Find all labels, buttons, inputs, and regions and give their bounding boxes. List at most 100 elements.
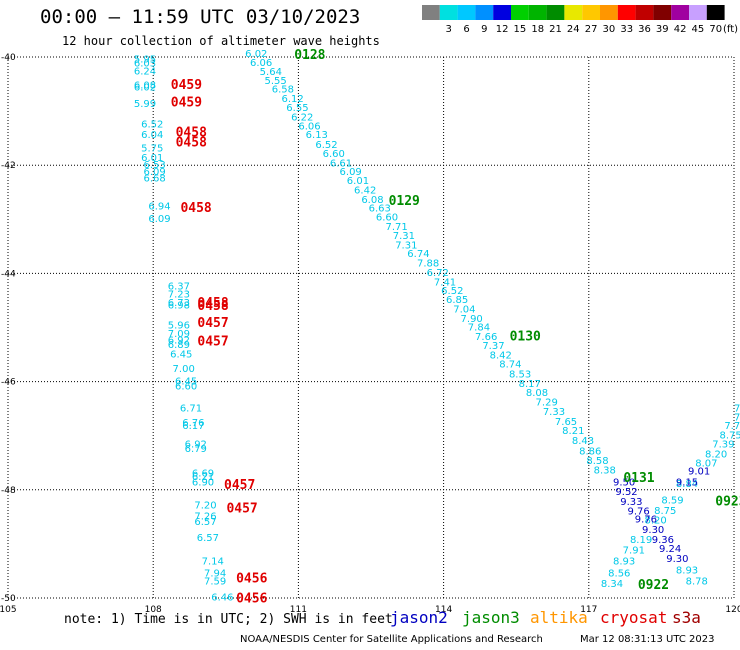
legend-swatch — [528, 5, 547, 20]
swh-value: 6.52 — [141, 119, 163, 130]
swh-value: 7.04 — [453, 304, 475, 315]
x-tick-label: 108 — [145, 605, 162, 615]
swh-value: 6.09 — [144, 167, 166, 178]
legend-swatch — [475, 5, 494, 20]
swh-value: 5.55 — [265, 76, 287, 87]
footer-note: note: 1) Time is in UTC; 2) SWH is in fe… — [64, 612, 393, 627]
swh-value: 8.78 — [686, 576, 708, 587]
legend-swatch — [493, 5, 511, 20]
satellite-jason3: jason3 — [462, 608, 520, 627]
swh-value: 6.69 — [192, 468, 214, 479]
legend-label: 6 — [463, 24, 469, 35]
swh-value: 7.94 — [204, 568, 226, 579]
legend-label: 70 — [709, 24, 722, 35]
swh-value: 6.04 — [141, 130, 163, 141]
pass-time-label: 0922 — [638, 578, 669, 593]
swh-value: 9.36 — [652, 535, 674, 546]
swh-value: 8.56 — [608, 568, 630, 579]
swh-value: 7.84 — [468, 323, 490, 334]
swh-value: 6.92 — [168, 336, 190, 347]
swh-value: 8.93 — [676, 566, 698, 577]
satellite-s3a: s3a — [672, 608, 701, 627]
swh-value: 8.75 — [719, 430, 740, 441]
legend-label: 39 — [656, 24, 669, 35]
y-tick-label: -40 — [1, 53, 16, 63]
pass-time-label: 0458 — [176, 136, 207, 151]
swh-value: 7.65 — [555, 417, 577, 428]
x-tick-label: 105 — [0, 605, 17, 615]
swh-value: 7.09 — [168, 329, 190, 340]
legend-label: 18 — [531, 24, 544, 35]
swh-value: 8.07 — [695, 459, 717, 470]
swh-value: 9.24 — [659, 544, 681, 555]
swh-value: 6.01 — [347, 176, 369, 187]
pass-time-label: 0128 — [294, 48, 325, 63]
swh-value: 8.93 — [613, 556, 635, 567]
swh-value: 6.17 — [182, 421, 204, 432]
legend-label: 30 — [603, 24, 616, 35]
swh-value: 6.06 — [250, 58, 272, 69]
pass-time-label: 0131 — [623, 471, 654, 486]
swh-value: 6.58 — [272, 85, 294, 96]
legend-swatch — [635, 5, 654, 20]
swh-value: 6.52 — [441, 286, 463, 297]
satellite-cryosat: cryosat — [600, 608, 668, 627]
credit-text: NOAA/NESDIS Center for Satellite Applica… — [240, 634, 543, 645]
pass-time-label: 0457 — [224, 478, 255, 493]
legend-unit: (ft) — [723, 24, 738, 35]
swh-value: 5.75 — [141, 144, 163, 155]
swh-value: 6.60 — [376, 212, 398, 223]
legend-label: 21 — [549, 24, 562, 35]
pass-time-label: 0457 — [197, 335, 228, 350]
legend-label: 45 — [692, 24, 705, 35]
swh-value: 6.02 — [245, 49, 267, 60]
pass-time-label: 0130 — [510, 329, 541, 344]
y-tick-label: -44 — [1, 269, 16, 279]
swh-value: 9.30 — [666, 554, 688, 565]
swh-value: 7.88 — [417, 258, 439, 269]
swh-value: 7.41 — [434, 277, 456, 288]
swh-value: 5.95 — [134, 54, 156, 65]
legend-swatch — [582, 5, 600, 20]
y-tick-label: -46 — [1, 378, 16, 388]
swh-value: 9.30 — [642, 525, 664, 536]
swh-value: 8.17 — [519, 379, 541, 390]
swh-value: 6.02 — [134, 83, 156, 94]
swh-value: 8.21 — [562, 426, 584, 437]
swh-value: 6.08 — [134, 80, 156, 91]
pass-time-label: 0458 — [197, 296, 228, 311]
swh-value: 9.52 — [615, 487, 637, 498]
swh-value: 6.55 — [286, 103, 308, 114]
swh-value: 6.89 — [168, 340, 190, 351]
legend-label: 24 — [567, 24, 580, 35]
y-tick-label: -50 — [1, 594, 16, 604]
swh-value: 6.52 — [315, 140, 337, 151]
satellite-jason2: jason2 — [390, 608, 448, 627]
swh-value: 6.61 — [330, 158, 352, 169]
swh-value: 6.92 — [185, 440, 207, 451]
swh-value: 7.66 — [475, 332, 497, 343]
swh-value: 7.31 — [395, 241, 417, 252]
swh-value: 7.37 — [482, 341, 504, 352]
swh-value: 6.98 — [168, 301, 190, 312]
pass-time-label: 0458 — [180, 201, 211, 216]
swh-value: 6.09 — [148, 214, 170, 225]
legend-label: 9 — [481, 24, 487, 35]
legend-swatch — [422, 5, 440, 20]
legend-swatch — [511, 5, 529, 20]
swh-value: 8.84 — [676, 479, 698, 490]
swh-value: 7.14 — [202, 556, 224, 567]
legend-label: 27 — [585, 24, 598, 35]
pass-time-label: 0459 — [171, 78, 202, 93]
swh-value: 6.57 — [194, 517, 216, 528]
legend-swatch — [671, 5, 689, 20]
swh-value: 6.09 — [340, 167, 362, 178]
swh-value: 9.76 — [635, 514, 657, 525]
swh-value: 6.46 — [211, 593, 233, 604]
y-tick-label: -42 — [1, 161, 16, 171]
legend-swatch — [653, 5, 672, 20]
swh-value: 7.39 — [712, 440, 734, 451]
swh-value: 9.15 — [676, 477, 698, 488]
swh-value: 5.96 — [168, 321, 190, 332]
legend-swatch — [600, 5, 618, 20]
